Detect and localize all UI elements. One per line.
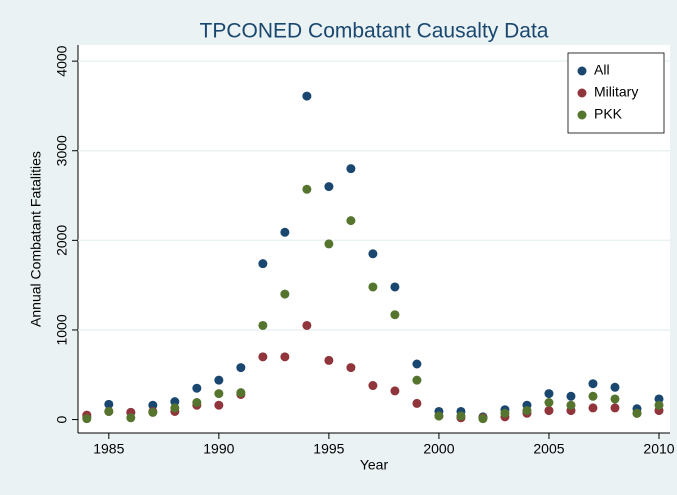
- legend-marker: [577, 66, 587, 76]
- point: [82, 414, 92, 424]
- point: [544, 406, 554, 416]
- point: [610, 382, 620, 392]
- point: [324, 182, 334, 192]
- x-axis-label: Year: [360, 457, 389, 473]
- point: [434, 411, 444, 421]
- point: [544, 389, 554, 399]
- point: [258, 320, 268, 330]
- x-tick-label: 1990: [203, 441, 234, 457]
- point: [412, 359, 422, 369]
- point: [258, 259, 268, 269]
- point: [368, 282, 378, 292]
- point: [302, 320, 312, 330]
- x-tick-label: 2005: [533, 441, 564, 457]
- point: [214, 375, 224, 385]
- point: [588, 379, 598, 389]
- chart-title: TPCONED Combatant Causalty Data: [200, 20, 549, 43]
- point: [126, 413, 136, 423]
- y-tick-label: 4000: [54, 45, 70, 76]
- point: [148, 407, 158, 417]
- point: [610, 394, 620, 404]
- legend-label: All: [594, 62, 610, 78]
- point: [324, 355, 334, 365]
- point: [280, 227, 290, 237]
- x-tick-label: 2000: [423, 441, 454, 457]
- y-tick-label: 1000: [54, 314, 70, 345]
- legend-label: PKK: [594, 106, 623, 122]
- point: [412, 375, 422, 385]
- y-tick-label: 3000: [54, 135, 70, 166]
- point: [346, 164, 356, 174]
- point: [566, 400, 576, 410]
- point: [214, 389, 224, 399]
- legend-marker: [577, 88, 587, 98]
- point: [588, 391, 598, 401]
- point: [148, 400, 158, 410]
- point: [302, 91, 312, 101]
- x-tick-label: 2010: [643, 441, 674, 457]
- point: [544, 398, 554, 408]
- point: [236, 388, 246, 398]
- point: [236, 363, 246, 373]
- point: [478, 414, 488, 424]
- point: [654, 394, 664, 404]
- point: [280, 289, 290, 299]
- point: [346, 216, 356, 226]
- point: [192, 383, 202, 393]
- point: [390, 386, 400, 396]
- point: [654, 400, 664, 410]
- point: [500, 408, 510, 418]
- legend-marker: [577, 110, 587, 120]
- point: [280, 352, 290, 362]
- point: [390, 282, 400, 292]
- point: [302, 184, 312, 194]
- point: [104, 406, 114, 416]
- point: [258, 352, 268, 362]
- point: [610, 403, 620, 413]
- legend-label: Military: [594, 84, 638, 100]
- point: [170, 397, 180, 407]
- point: [214, 400, 224, 410]
- y-tick-label: 2000: [54, 225, 70, 256]
- point: [412, 398, 422, 408]
- point: [456, 411, 466, 421]
- point: [522, 406, 532, 416]
- y-axis-label: Annual Combatant Fatalities: [28, 151, 44, 327]
- x-tick-label: 1995: [313, 441, 344, 457]
- y-tick-label: 0: [54, 415, 70, 423]
- point: [368, 381, 378, 391]
- point: [588, 403, 598, 413]
- point: [346, 363, 356, 373]
- point: [368, 249, 378, 259]
- point: [104, 399, 114, 409]
- point: [566, 391, 576, 401]
- point: [192, 398, 202, 408]
- point: [324, 239, 334, 249]
- point: [170, 403, 180, 413]
- x-tick-label: 1985: [93, 441, 124, 457]
- point: [390, 310, 400, 320]
- point: [632, 408, 642, 418]
